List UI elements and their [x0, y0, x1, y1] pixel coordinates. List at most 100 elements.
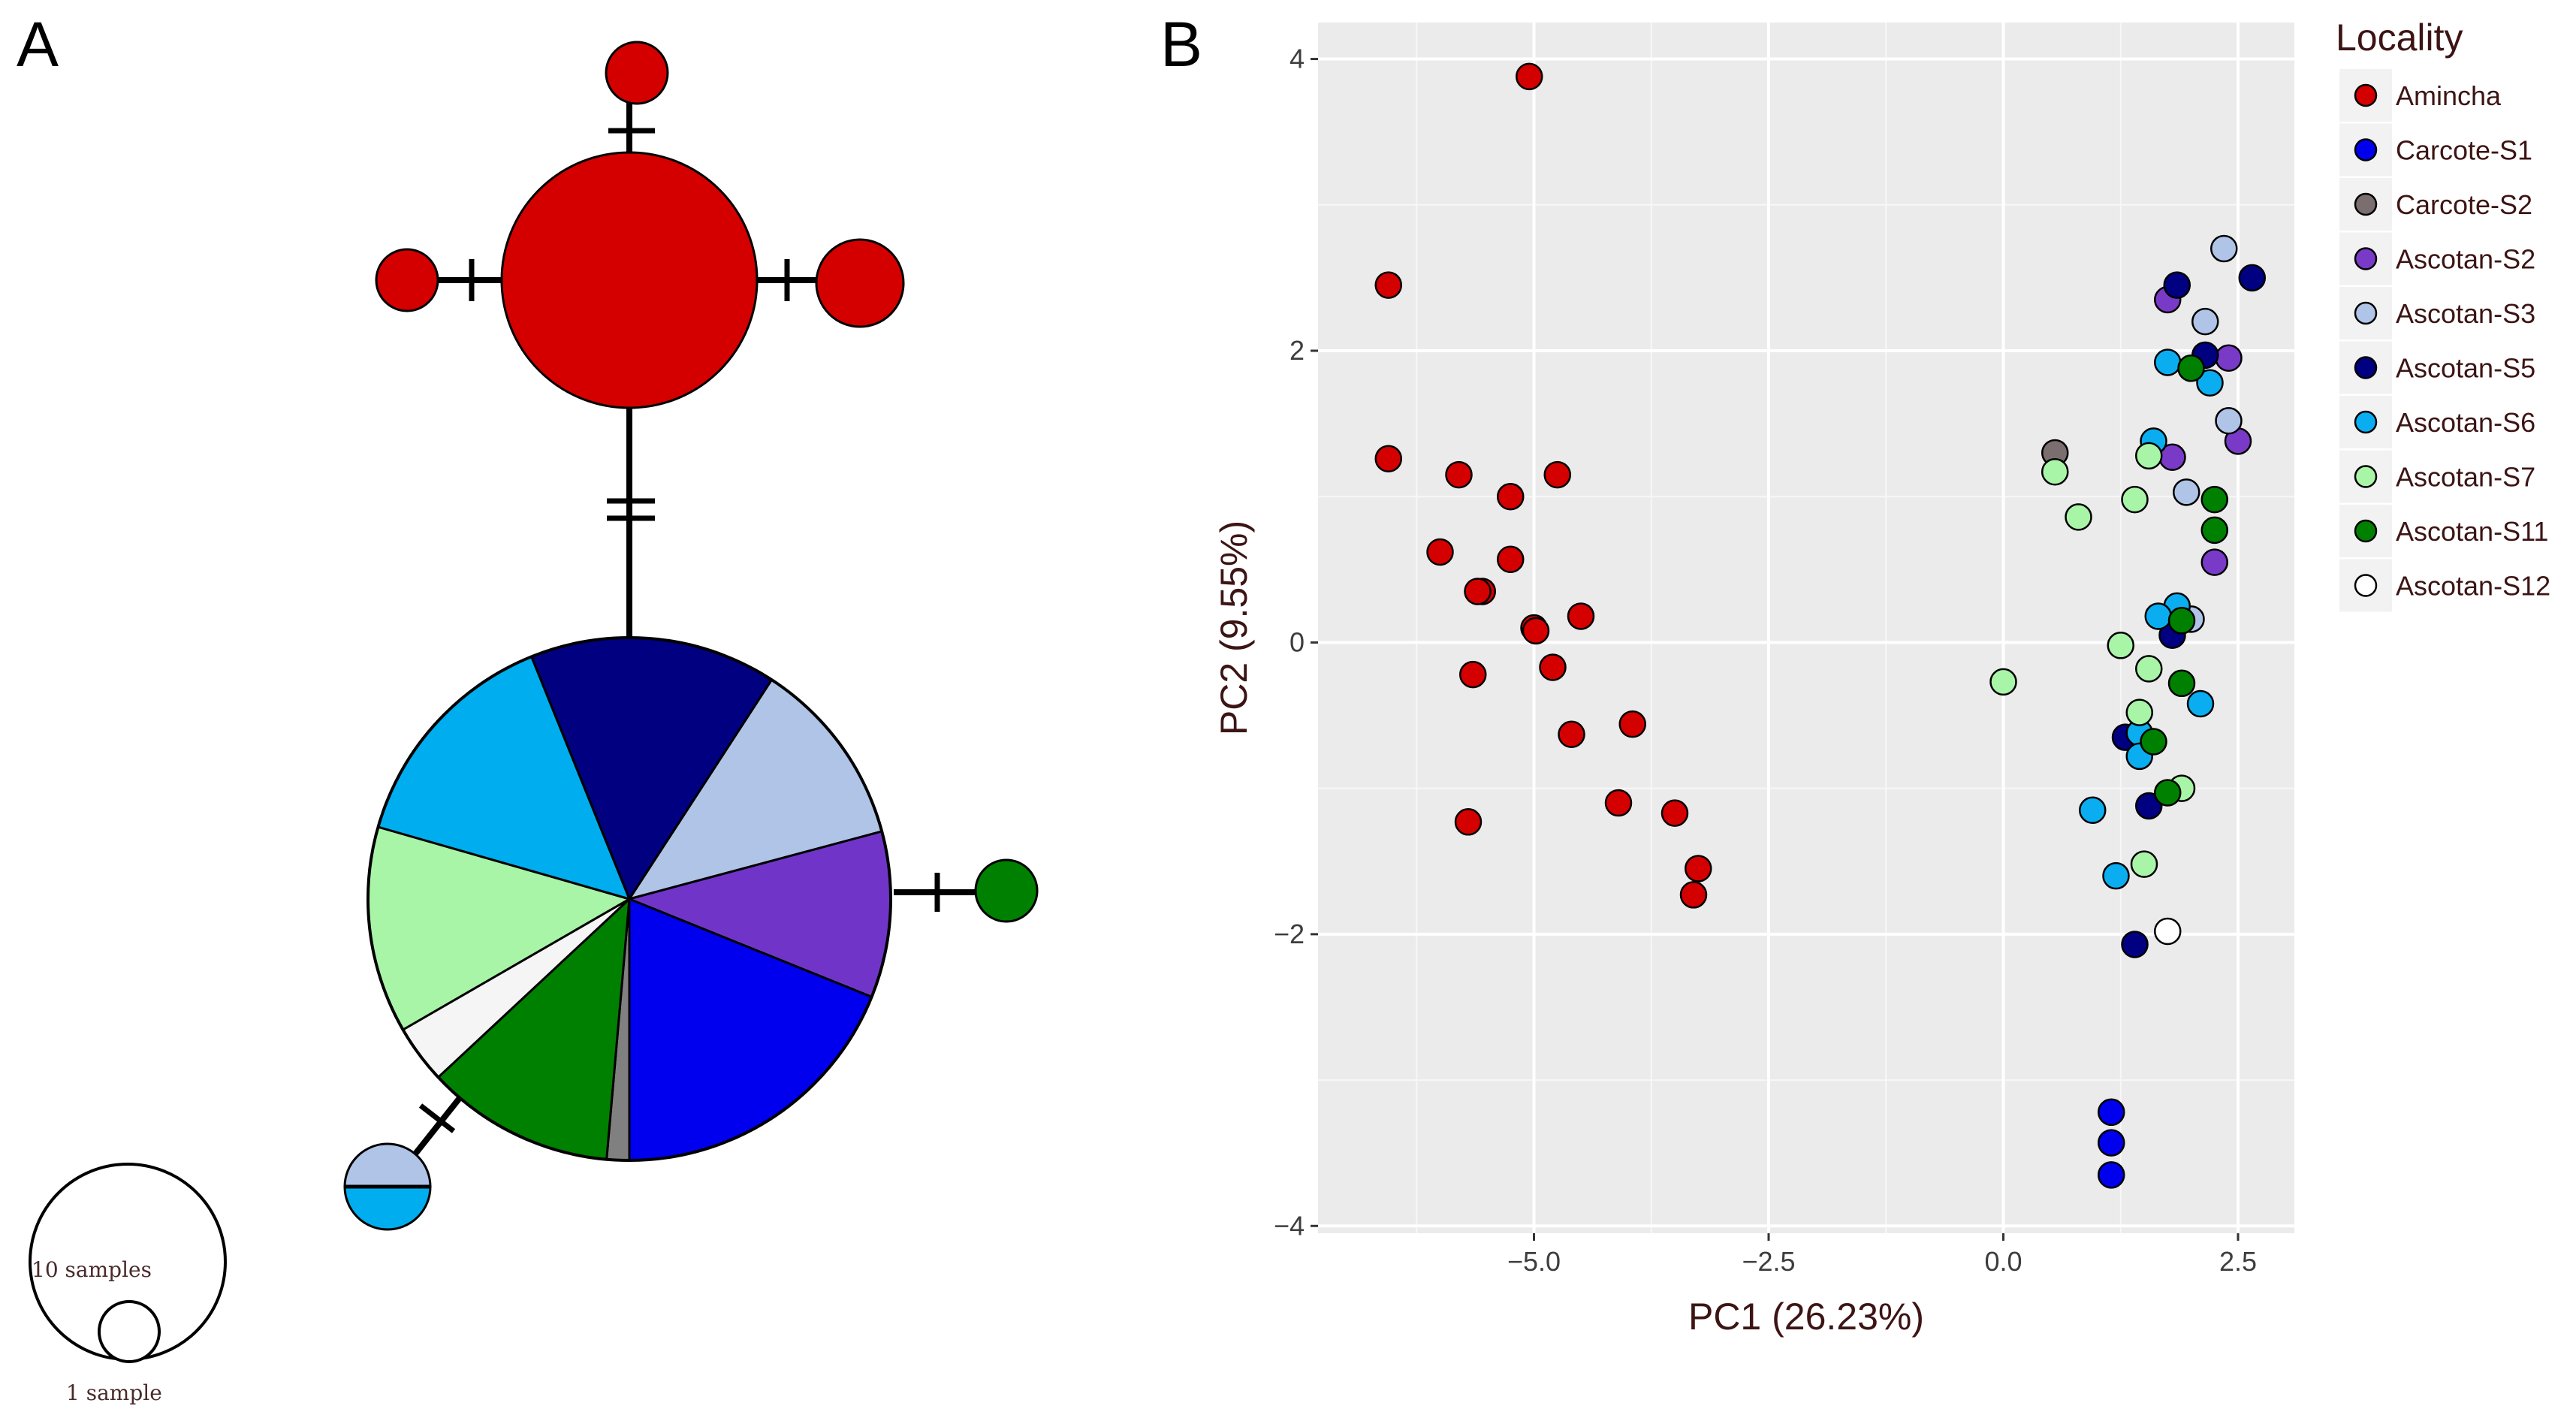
edge-blue-satellite [410, 1096, 463, 1159]
point-ascotan-s5 [2135, 792, 2163, 820]
scatter-points [1374, 62, 2266, 1189]
haplotype-amincha-top [605, 41, 669, 105]
point-amincha [1543, 460, 1571, 489]
point-ascotan-s3 [2215, 406, 2243, 435]
legend-key-ascotan-s12 [2354, 574, 2378, 597]
point-ascotan-s7 [2065, 503, 2092, 531]
legend-label: Ascotan-S5 [2396, 353, 2535, 384]
point-ascotan-s11 [2154, 779, 2182, 807]
grid-minor [1318, 23, 2294, 1233]
point-ascotan-s12 [2154, 917, 2182, 946]
slice-ascotan-s6 [343, 1185, 432, 1231]
point-ascotan-s7 [2130, 850, 2158, 878]
point-ascotan-s7 [2125, 698, 2153, 726]
point-amincha [1618, 710, 1646, 738]
y-tick-label: −4 [1274, 1210, 1305, 1241]
point-carcote-s1 [2098, 1129, 2125, 1157]
y-axis-title: PC2 (9.55%) [1213, 520, 1255, 735]
grid-major [1318, 23, 2294, 1233]
legend-label: Carcote-S2 [2396, 189, 2532, 220]
legend-label: Ascotan-S11 [2396, 516, 2548, 547]
plot-panel [1318, 23, 2294, 1233]
haplotype-amincha-main [500, 151, 759, 409]
legend-key-ascotan-s7 [2354, 465, 2378, 488]
point-ascotan-s5 [2163, 271, 2191, 299]
point-ascotan-s7 [2135, 655, 2163, 683]
point-amincha [1497, 545, 1525, 573]
point-ascotan-s3 [2173, 478, 2200, 506]
legend-label: Carcote-S1 [2396, 135, 2532, 166]
x-axis-title: PC1 (26.23%) [1688, 1296, 1924, 1338]
y-tick-label: 0 [1290, 626, 1305, 657]
point-ascotan-s11 [2200, 485, 2228, 514]
point-ascotan-s3 [2210, 234, 2238, 263]
y-axis-ticks: −4 −2 0 2 4 [1274, 44, 1318, 1241]
point-amincha [1661, 799, 1689, 827]
scale-circle-1 [98, 1300, 161, 1363]
point-amincha [1464, 578, 1492, 605]
point-ascotan-s11 [2140, 728, 2167, 756]
panel-a: A [17, 9, 1039, 1405]
point-ascotan-s11 [2200, 516, 2228, 545]
legend-key-ascotan-s11 [2354, 519, 2378, 543]
point-amincha [1522, 617, 1550, 645]
haplotype-amincha-left [375, 248, 439, 312]
panel-a-label: A [17, 9, 59, 80]
point-amincha [1497, 482, 1525, 511]
point-ascotan-s6 [2196, 369, 2224, 397]
panel-b: B −5.0 −2.5 0.0 2.5 −4 −2 0 2 4 PC1 (26.23%) PC… [1160, 9, 2550, 1338]
point-ascotan-s11 [2167, 607, 2196, 635]
point-amincha [1558, 720, 1585, 749]
point-ascotan-s2 [2200, 548, 2228, 576]
y-tick-label: 4 [1290, 44, 1305, 74]
legend-label: Ascotan-S2 [2396, 244, 2535, 275]
point-amincha [1374, 271, 1402, 299]
legend-label: Ascotan-S7 [2396, 462, 2535, 493]
mutation-tick [418, 1103, 456, 1133]
panel-b-label: B [1160, 9, 1202, 80]
legend-label: Ascotan-S3 [2396, 298, 2535, 329]
point-amincha [1426, 538, 1454, 566]
point-ascotan-s7 [2135, 442, 2163, 470]
legend-key-ascotan-s5 [2354, 356, 2378, 379]
y-tick-label: 2 [1290, 335, 1305, 366]
sample-size-legend: 10 samples 1 sample [29, 1163, 227, 1405]
haplotype-amincha-right [815, 238, 905, 328]
point-amincha [1459, 660, 1487, 689]
legend-key-ascotan-s3 [2354, 301, 2378, 325]
haplotype-s3-s6-satellite [343, 1142, 432, 1231]
scale-label-10: 10 samples [32, 1257, 152, 1282]
point-carcote-s1 [2098, 1161, 2125, 1189]
legend-label: Ascotan-S12 [2396, 571, 2550, 602]
y-tick-label: −2 [1274, 919, 1305, 949]
legend: Locality Amincha Carcote-S1 Carcote-S2 Asco… [2336, 17, 2550, 612]
point-amincha [1516, 62, 1543, 91]
point-ascotan-s5 [2238, 264, 2266, 292]
legend-label: Amincha [2396, 80, 2502, 111]
slice-ascotan-s3 [343, 1142, 432, 1188]
point-amincha [1679, 881, 1708, 909]
point-ascotan-s7 [2107, 632, 2134, 659]
point-amincha [1454, 808, 1483, 836]
haplotype-central-pie [366, 636, 892, 1162]
point-ascotan-s6 [2144, 602, 2172, 630]
legend-label: Ascotan-S6 [2396, 407, 2535, 438]
point-ascotan-s7 [2121, 485, 2149, 514]
point-amincha [1539, 653, 1567, 681]
point-ascotan-s6 [2154, 348, 2182, 376]
x-tick-label: −5.0 [1507, 1246, 1561, 1277]
legend-key-carcote-s2 [2354, 192, 2378, 216]
point-ascotan-s7 [1989, 668, 2017, 696]
point-amincha [1567, 602, 1595, 630]
legend-key-amincha [2354, 83, 2378, 107]
x-axis-ticks: −5.0 −2.5 0.0 2.5 [1507, 1233, 2257, 1277]
point-ascotan-s11 [2167, 669, 2196, 698]
point-ascotan-s6 [2186, 689, 2215, 718]
x-tick-label: 0.0 [1984, 1246, 2022, 1277]
point-amincha [1604, 789, 1633, 817]
point-carcote-s1 [2098, 1098, 2125, 1127]
point-ascotan-s6 [2079, 796, 2107, 825]
legend-items: Amincha Carcote-S1 Carcote-S2 Ascotan-S2 Asc… [2339, 69, 2550, 612]
point-ascotan-s6 [2102, 861, 2130, 890]
